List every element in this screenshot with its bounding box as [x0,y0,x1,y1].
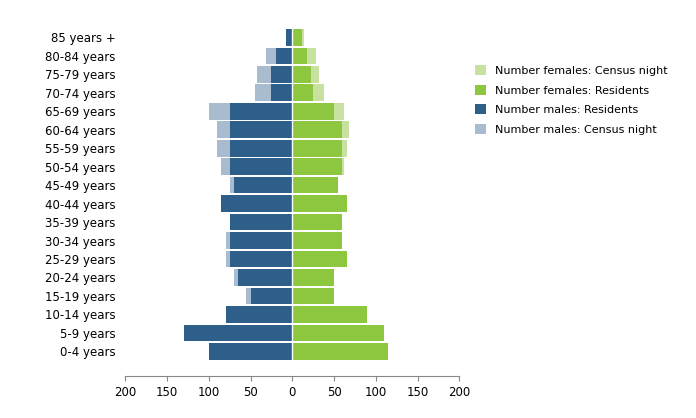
Bar [209,343,292,359]
Bar [230,140,292,156]
Bar [292,195,347,212]
Bar [292,177,338,194]
Bar [221,195,292,212]
Bar [292,29,302,46]
Bar [292,103,344,120]
Bar [292,103,334,120]
Bar [226,306,292,323]
Bar [184,325,292,341]
Bar [292,288,334,304]
Bar [292,158,342,175]
Bar [230,158,292,175]
Bar [292,121,342,138]
Bar [234,177,292,194]
Bar [292,177,338,194]
Bar [230,214,292,230]
Bar [226,232,292,249]
Bar [292,195,347,212]
Bar [292,84,324,101]
Bar [292,251,347,268]
Bar [184,325,292,341]
Bar [209,343,292,359]
Bar [292,306,367,323]
Bar [292,325,384,341]
Bar [246,288,292,304]
Bar [292,232,342,249]
Bar [292,84,313,101]
Bar [238,269,292,286]
Bar [221,195,292,212]
Bar [292,214,342,230]
Bar [292,269,334,286]
Bar [292,343,388,359]
Bar [230,177,292,194]
Bar [292,325,384,341]
Bar [292,306,367,323]
Bar [271,66,292,83]
Bar [285,29,292,46]
Bar [292,66,319,83]
Bar [221,158,292,175]
Bar [226,306,292,323]
Bar [292,66,310,83]
Bar [292,121,349,138]
Bar [292,48,308,64]
Bar [292,343,388,359]
Bar [276,48,292,64]
Bar [285,29,292,46]
Bar [209,103,292,120]
Bar [292,158,344,175]
Bar [292,214,342,230]
Bar [217,140,292,156]
Bar [226,251,292,268]
Bar [292,48,316,64]
Bar [258,66,292,83]
Bar [217,121,292,138]
Bar [230,232,292,249]
Bar [230,251,292,268]
Bar [230,103,292,120]
Bar [292,288,334,304]
Bar [255,84,292,101]
Bar [271,84,292,101]
Bar [234,269,292,286]
Bar [251,288,292,304]
Bar [292,269,334,286]
Bar [292,232,342,249]
Legend: Number females: Census night, Number females: Residents, Number males: Residents: Number females: Census night, Number fem… [472,62,671,138]
Bar [266,48,292,64]
Bar [230,214,292,230]
Bar [292,140,342,156]
Bar [292,140,347,156]
Bar [292,29,304,46]
Bar [230,121,292,138]
Bar [292,251,347,268]
